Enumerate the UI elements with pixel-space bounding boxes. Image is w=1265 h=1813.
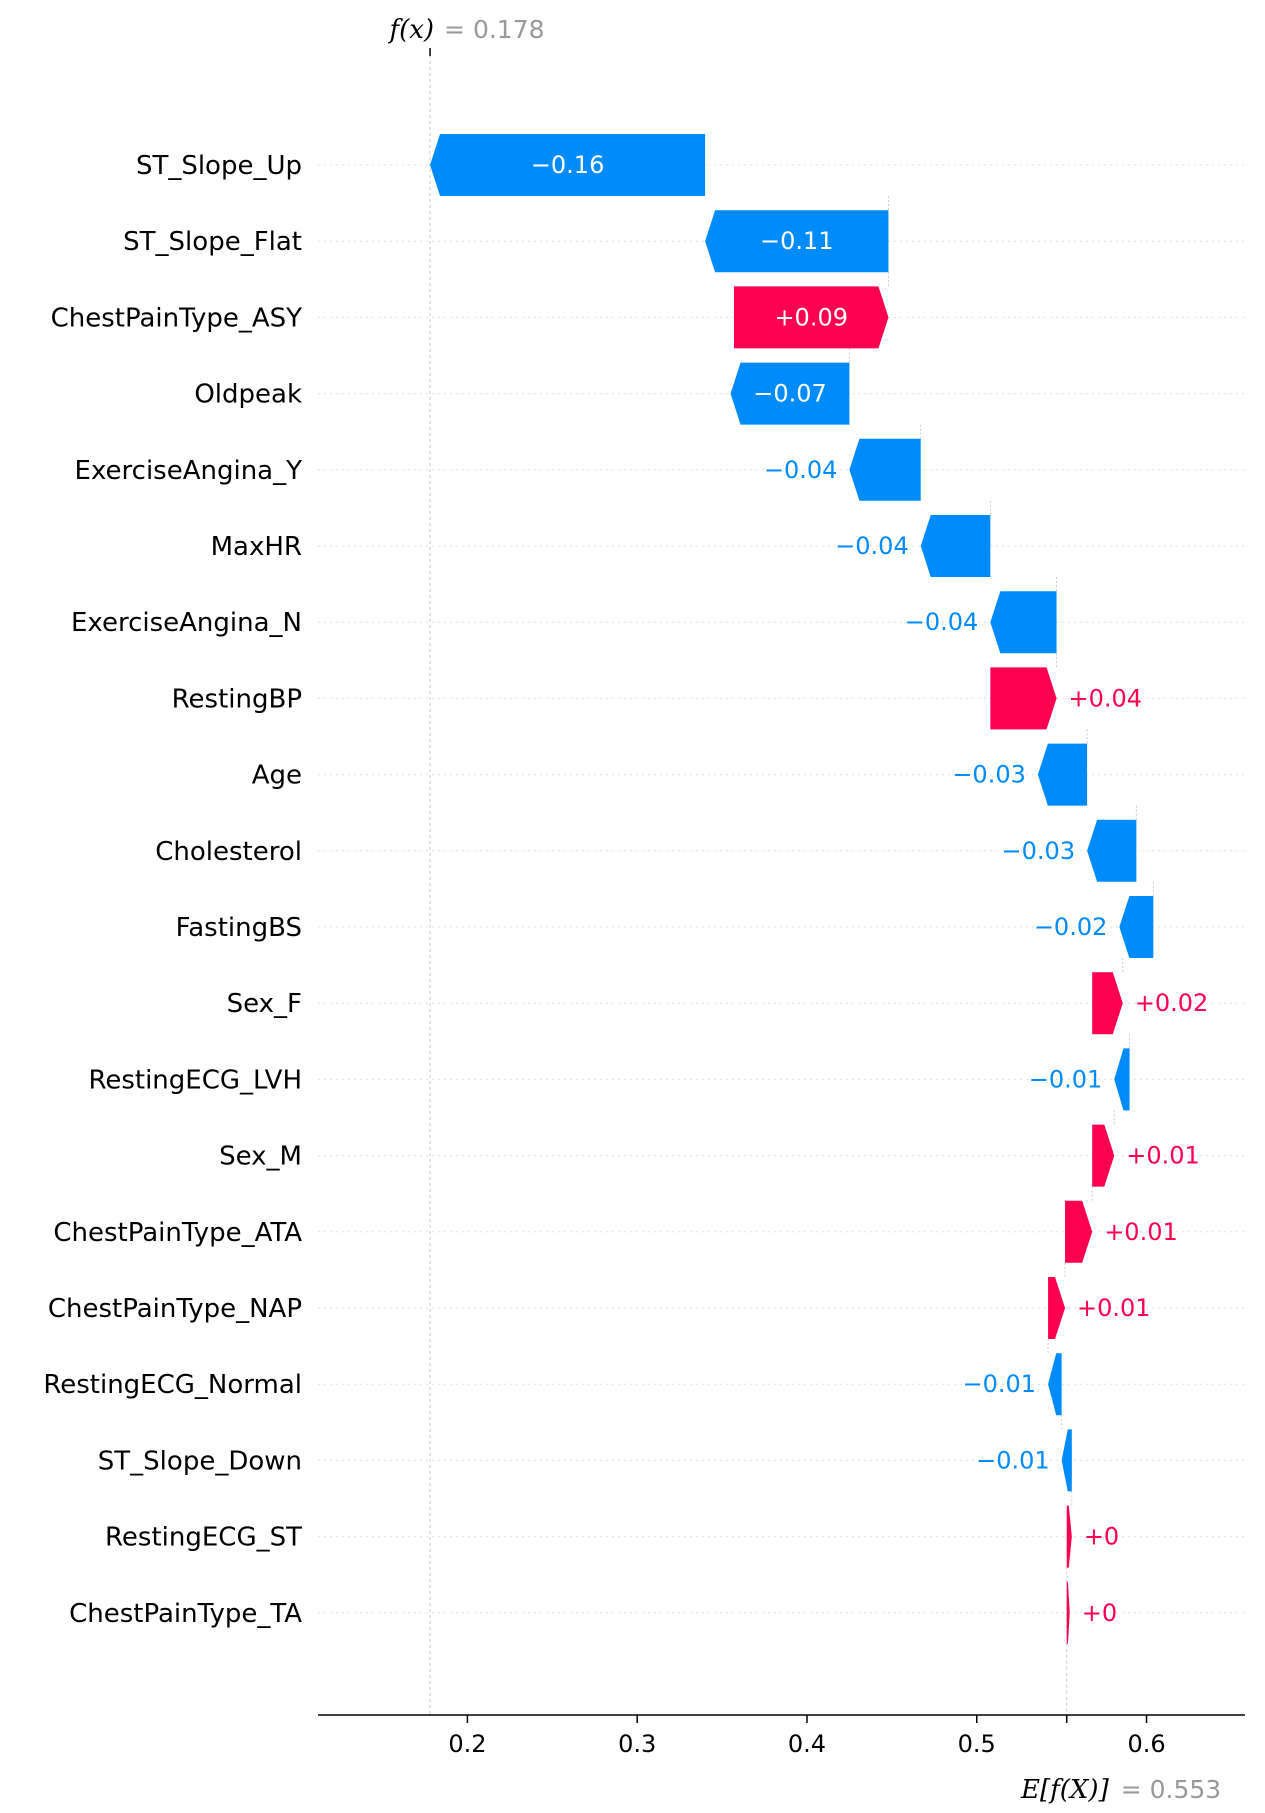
waterfall-bar-sex-f: [1092, 972, 1123, 1035]
feature-label: FastingBS: [176, 913, 302, 943]
bar-value-label: −0.07: [753, 380, 827, 408]
feature-label: RestingECG_Normal: [43, 1370, 302, 1400]
bar-value-label: +0.04: [1069, 684, 1143, 712]
efx-value-label: = 0.553: [1121, 1775, 1221, 1804]
x-tick-label: 0.6: [1127, 1730, 1165, 1758]
bar-value-label: +0.09: [774, 303, 848, 331]
waterfall-bar-age: [1037, 743, 1088, 806]
feature-label: ChestPainType_NAP: [48, 1294, 302, 1324]
feature-label: RestingBP: [172, 684, 302, 714]
feature-label: Oldpeak: [194, 380, 302, 410]
bar-value-label: −0.03: [952, 761, 1026, 789]
waterfall-bar-cholesterol: [1087, 819, 1137, 882]
waterfall-bar-st-slope-up: [430, 134, 706, 196]
waterfall-bar-maxhr: [920, 515, 991, 577]
reference-lines: [429, 48, 1154, 1715]
waterfall-bar-chestpaintype-nap: [1048, 1277, 1066, 1339]
waterfall-bar-chestpaintype-ta: [1066, 1581, 1070, 1644]
feature-label: Sex_M: [219, 1142, 302, 1172]
waterfall-bar-restingecg-lvh: [1114, 1048, 1130, 1111]
efx-label: E[f(X)]: [1020, 1775, 1110, 1805]
waterfall-bar-sex-m: [1092, 1124, 1115, 1187]
waterfall-bar-restingecg-normal: [1048, 1353, 1062, 1416]
bar-value-label: −0.04: [835, 532, 909, 560]
x-tick-label: 0.3: [618, 1730, 656, 1758]
feature-label: Cholesterol: [155, 837, 302, 867]
bar-value-label: +0.02: [1135, 989, 1209, 1017]
waterfall-bar-chestpaintype-ata: [1065, 1200, 1093, 1263]
feature-label: ST_Slope_Flat: [123, 227, 302, 257]
bar-value-label: −0.04: [764, 456, 838, 484]
waterfall-bar-exerciseangina-n: [990, 591, 1057, 654]
x-tick-label: 0.4: [788, 1730, 826, 1758]
feature-label: ExerciseAngina_Y: [75, 456, 303, 486]
feature-label: RestingECG_ST: [105, 1523, 302, 1553]
bar-value-label: −0.01: [963, 1370, 1037, 1398]
fx-value-label: = 0.178: [444, 15, 544, 44]
x-tick-label: 0.5: [958, 1730, 996, 1758]
bar-value-label: +0.01: [1077, 1294, 1151, 1322]
bar-value-label: −0.03: [1002, 837, 1076, 865]
feature-label: ChestPainType_TA: [69, 1599, 302, 1629]
feature-label: ChestPainType_ASY: [51, 303, 303, 333]
bar-value-label: −0.02: [1034, 913, 1108, 941]
feature-label: ChestPainType_ATA: [53, 1218, 302, 1248]
bar-value-label: +0.01: [1104, 1218, 1178, 1246]
waterfall-bar-restingecg-st: [1066, 1505, 1072, 1568]
bar-value-label: −0.11: [760, 227, 834, 255]
waterfall-bar-st-slope-flat: [705, 210, 889, 273]
waterfall-bar-chestpaintype-asy: [733, 286, 889, 349]
bars: −0.16 −0.11 +0.09 −0.07 −0.04 −0.04 −0.04 +0.04…: [430, 134, 1208, 1644]
feature-label: ST_Slope_Down: [98, 1446, 302, 1476]
waterfall-bar-fastingbs: [1119, 896, 1154, 958]
feature-label: RestingECG_LVH: [88, 1065, 302, 1095]
x-axis: 0.2 0.3 0.4 0.5 0.6: [318, 1714, 1245, 1758]
bar-value-label: +0.01: [1126, 1142, 1200, 1170]
waterfall-bar-exerciseangina-y: [849, 438, 921, 501]
feature-label: ExerciseAngina_N: [71, 608, 302, 638]
feature-label: MaxHR: [211, 532, 302, 562]
feature-label: Age: [252, 761, 302, 791]
waterfall-bar-oldpeak: [730, 362, 850, 425]
fx-label: f(x): [387, 15, 434, 45]
bar-value-label: −0.04: [905, 608, 979, 636]
x-tick-label: 0.2: [448, 1730, 486, 1758]
bar-value-label: −0.01: [976, 1446, 1050, 1474]
feature-label: Sex_F: [227, 989, 302, 1019]
waterfall-bar-restingbp: [990, 667, 1057, 730]
bar-value-label: −0.01: [1029, 1065, 1103, 1093]
bar-value-label: −0.16: [531, 151, 605, 179]
waterfall-bar-st-slope-down: [1061, 1429, 1072, 1492]
feature-labels: ST_Slope_Up ST_Slope_Flat ChestPainType_AS…: [43, 151, 302, 1629]
bar-value-label: +0: [1082, 1599, 1117, 1627]
feature-label: ST_Slope_Up: [136, 151, 302, 181]
bar-value-label: +0: [1084, 1523, 1119, 1551]
